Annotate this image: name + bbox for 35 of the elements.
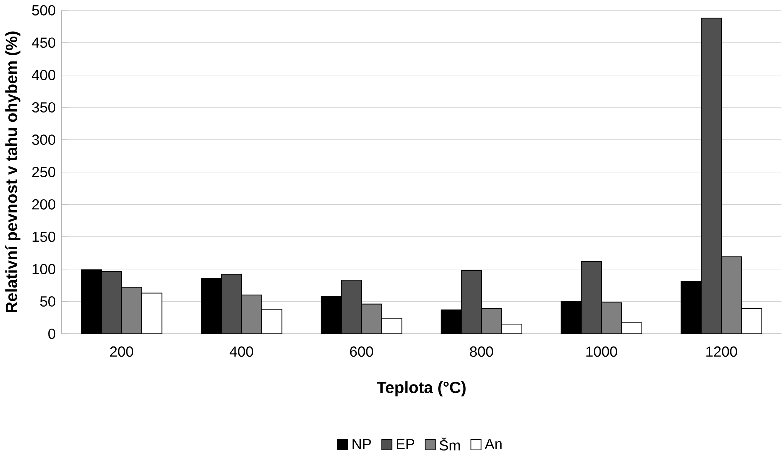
x-tick-label: 200 xyxy=(110,346,134,358)
y-axis-title: Relativní pevnost v tahu ohybem (%) xyxy=(5,32,21,313)
bar xyxy=(601,302,622,334)
legend-label: Šm xyxy=(440,438,460,452)
y-tick-label: 500 xyxy=(32,6,56,16)
x-tick-label: 1200 xyxy=(706,346,738,358)
bar xyxy=(121,287,142,334)
y-tick-label: 0 xyxy=(48,329,56,340)
bar xyxy=(241,295,262,334)
y-tick-label: 100 xyxy=(32,264,56,275)
x-tick-label: 400 xyxy=(230,346,254,358)
legend-label: NP xyxy=(352,439,372,450)
bar xyxy=(341,280,362,334)
y-tick-label: 200 xyxy=(32,200,56,210)
y-tick-label: 400 xyxy=(32,70,56,81)
x-tick-label: 1000 xyxy=(586,346,618,358)
bar xyxy=(721,256,742,334)
bar xyxy=(221,274,242,334)
x-tick-label: 600 xyxy=(350,346,374,358)
bar xyxy=(461,270,482,334)
bar xyxy=(701,18,722,334)
y-tick-label: 250 xyxy=(32,167,56,178)
y-tick-label: 50 xyxy=(40,296,56,308)
y-tick-label: 300 xyxy=(32,135,56,146)
x-axis-title: Teplota (°C) xyxy=(376,382,466,397)
y-tick-label: 350 xyxy=(32,102,56,113)
bar xyxy=(361,304,382,334)
bar xyxy=(581,261,602,334)
bar xyxy=(101,272,122,334)
x-tick-label: 800 xyxy=(470,346,494,358)
legend-label: EP xyxy=(397,439,415,450)
legend-label: An xyxy=(484,439,502,450)
bar xyxy=(481,308,502,334)
y-tick-label: 450 xyxy=(32,38,56,48)
y-tick-label: 150 xyxy=(32,232,56,242)
